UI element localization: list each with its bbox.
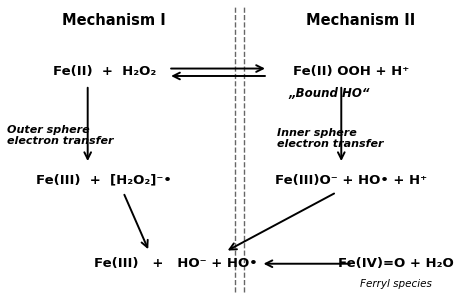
Text: Fe(II) OOH + H⁺: Fe(II) OOH + H⁺ <box>292 65 409 78</box>
Text: Fe(II)  +  H₂O₂: Fe(II) + H₂O₂ <box>53 65 156 78</box>
Text: Mechanism II: Mechanism II <box>306 13 415 28</box>
Text: Fe(III)  +  [H₂O₂]⁻•: Fe(III) + [H₂O₂]⁻• <box>36 174 172 187</box>
Text: Mechanism I: Mechanism I <box>62 13 165 28</box>
Text: Fe(III)O⁻ + HO• + H⁺: Fe(III)O⁻ + HO• + H⁺ <box>275 174 427 187</box>
Text: Fe(IV)=O + H₂O: Fe(IV)=O + H₂O <box>338 257 454 270</box>
Text: Inner sphere
electron transfer: Inner sphere electron transfer <box>277 128 384 149</box>
Text: Ferryl species: Ferryl species <box>360 279 432 289</box>
Text: Outer sphere
electron transfer: Outer sphere electron transfer <box>7 125 114 146</box>
Text: Fe(III)   +   HO⁻ + HO•: Fe(III) + HO⁻ + HO• <box>93 257 257 270</box>
Text: „Bound HO“: „Bound HO“ <box>289 87 370 100</box>
